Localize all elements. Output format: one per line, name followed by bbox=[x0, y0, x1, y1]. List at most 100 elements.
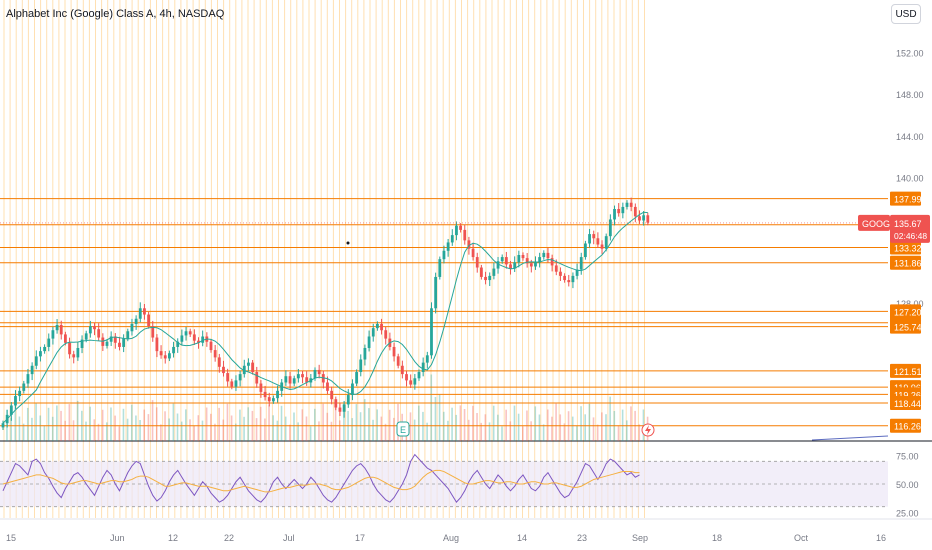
candle-body bbox=[64, 334, 67, 343]
volume-bar bbox=[459, 405, 462, 441]
volume-bar bbox=[64, 420, 66, 441]
candle-body bbox=[126, 331, 130, 339]
candle-body bbox=[584, 243, 587, 258]
volume-bar bbox=[97, 423, 100, 441]
volume-bar bbox=[384, 423, 387, 441]
moving-average-line bbox=[2, 211, 648, 424]
volume-bar bbox=[122, 408, 125, 441]
volume-bar bbox=[359, 412, 362, 441]
candle-body bbox=[442, 250, 446, 260]
volume-bar bbox=[422, 411, 424, 441]
x-tick-label: 16 bbox=[876, 533, 886, 543]
level-price-label: 118.44 bbox=[894, 399, 921, 409]
candle-body bbox=[538, 257, 542, 263]
candle-body bbox=[138, 308, 142, 319]
candle-body bbox=[488, 275, 492, 281]
volume-bar bbox=[139, 420, 141, 441]
volume-bar bbox=[168, 418, 170, 441]
volume-bar bbox=[376, 409, 378, 441]
volume-bar bbox=[430, 374, 433, 441]
candle-body bbox=[534, 262, 537, 267]
lightning-icon-glyph bbox=[645, 425, 651, 435]
earnings-marker-letter: E bbox=[400, 425, 406, 435]
volume-bar bbox=[130, 404, 133, 441]
candle-body bbox=[247, 362, 250, 366]
candle-body bbox=[255, 372, 259, 384]
level-price-label-bg bbox=[890, 319, 921, 334]
volume-bar bbox=[576, 425, 578, 441]
volume-bar bbox=[380, 416, 383, 441]
volume-bar bbox=[172, 403, 175, 441]
candle-body bbox=[575, 269, 579, 276]
level-price-label: 121.51 bbox=[894, 367, 922, 377]
volume-bar bbox=[363, 399, 366, 441]
volume-bar bbox=[351, 418, 354, 441]
volume-bar bbox=[413, 419, 416, 441]
candle-body bbox=[455, 225, 458, 236]
symbol-tag: GOOGL bbox=[862, 219, 895, 229]
price-tick-label: 144.00 bbox=[896, 132, 924, 142]
candle-body bbox=[417, 372, 421, 379]
candle-body bbox=[188, 331, 192, 335]
x-tick-label: Jun bbox=[110, 533, 125, 543]
candle-body bbox=[600, 244, 604, 249]
candle-body bbox=[513, 262, 517, 269]
x-tick-label: 18 bbox=[712, 533, 722, 543]
level-price-label: 127.20 bbox=[894, 307, 922, 317]
candle-body bbox=[97, 329, 101, 338]
candle-body bbox=[351, 383, 354, 396]
candle-body bbox=[168, 353, 171, 359]
candle-body bbox=[222, 366, 225, 374]
volume-bar bbox=[93, 419, 96, 441]
volume-bar bbox=[126, 418, 129, 441]
candle-body bbox=[608, 219, 612, 237]
candle-body bbox=[18, 390, 22, 397]
volume-bar bbox=[205, 407, 208, 441]
candle-body bbox=[588, 234, 591, 244]
candle-body bbox=[59, 325, 63, 335]
candle-body bbox=[317, 369, 321, 375]
candle-body bbox=[55, 325, 59, 331]
volume-bar bbox=[234, 423, 237, 441]
candle-body bbox=[284, 376, 288, 383]
candle-body bbox=[509, 264, 512, 269]
volume-bar bbox=[592, 417, 595, 441]
candle-body bbox=[180, 335, 184, 342]
candle-body bbox=[172, 346, 175, 354]
candle-body bbox=[292, 378, 296, 384]
candle-body bbox=[380, 323, 383, 331]
volume-bar bbox=[434, 397, 437, 441]
candle-body bbox=[151, 326, 155, 338]
volume-bar bbox=[497, 414, 499, 441]
price-tick-label: 140.00 bbox=[896, 174, 924, 184]
x-tick-label: 14 bbox=[517, 533, 527, 543]
volume-bar bbox=[185, 409, 187, 441]
volume-bar bbox=[609, 396, 611, 441]
volume-bar bbox=[51, 416, 54, 441]
candle-body bbox=[159, 351, 163, 356]
candle-body bbox=[143, 308, 146, 315]
volume-bar bbox=[488, 422, 491, 441]
candle-body bbox=[596, 238, 600, 245]
candle-body bbox=[438, 259, 442, 277]
volume-bar bbox=[426, 422, 428, 441]
candle-body bbox=[288, 376, 292, 384]
volume-bar bbox=[530, 421, 532, 441]
candle-body bbox=[567, 280, 571, 283]
currency-button[interactable]: USD bbox=[891, 4, 921, 24]
candle-body bbox=[471, 248, 475, 258]
candle-body bbox=[629, 202, 633, 207]
level-price-label: 125.74 bbox=[894, 323, 922, 333]
dot-marker bbox=[346, 241, 350, 245]
volume-bar bbox=[85, 421, 87, 441]
candle-body bbox=[425, 355, 429, 363]
last-price-bg bbox=[890, 214, 930, 243]
candle-body bbox=[276, 390, 279, 399]
candle-body bbox=[105, 341, 109, 346]
candle-body bbox=[9, 405, 13, 415]
candle-body bbox=[234, 380, 238, 387]
candle-body bbox=[504, 257, 508, 265]
volume-bar bbox=[617, 425, 620, 441]
level-price-label-bg bbox=[890, 255, 921, 270]
